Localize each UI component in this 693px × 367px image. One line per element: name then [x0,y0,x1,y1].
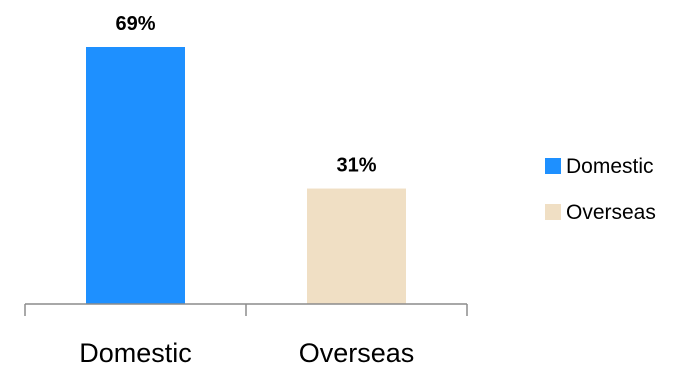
legend-label-domestic: Domestic [566,155,654,178]
data-label-overseas: 31% [336,155,376,177]
legend-label-overseas: Overseas [566,201,656,224]
bar-domestic [86,47,185,304]
bar-overseas [307,188,406,304]
legend-swatch-domestic [545,158,561,174]
legend: Domestic Overseas [545,155,656,224]
legend-swatch-overseas [545,204,561,220]
data-label-domestic: 69% [115,13,155,35]
x-tick-label-overseas: Overseas [299,338,415,367]
plot-area: 69% Domestic 31% Overseas [24,13,468,367]
x-tick-label-domestic: Domestic [79,338,192,367]
